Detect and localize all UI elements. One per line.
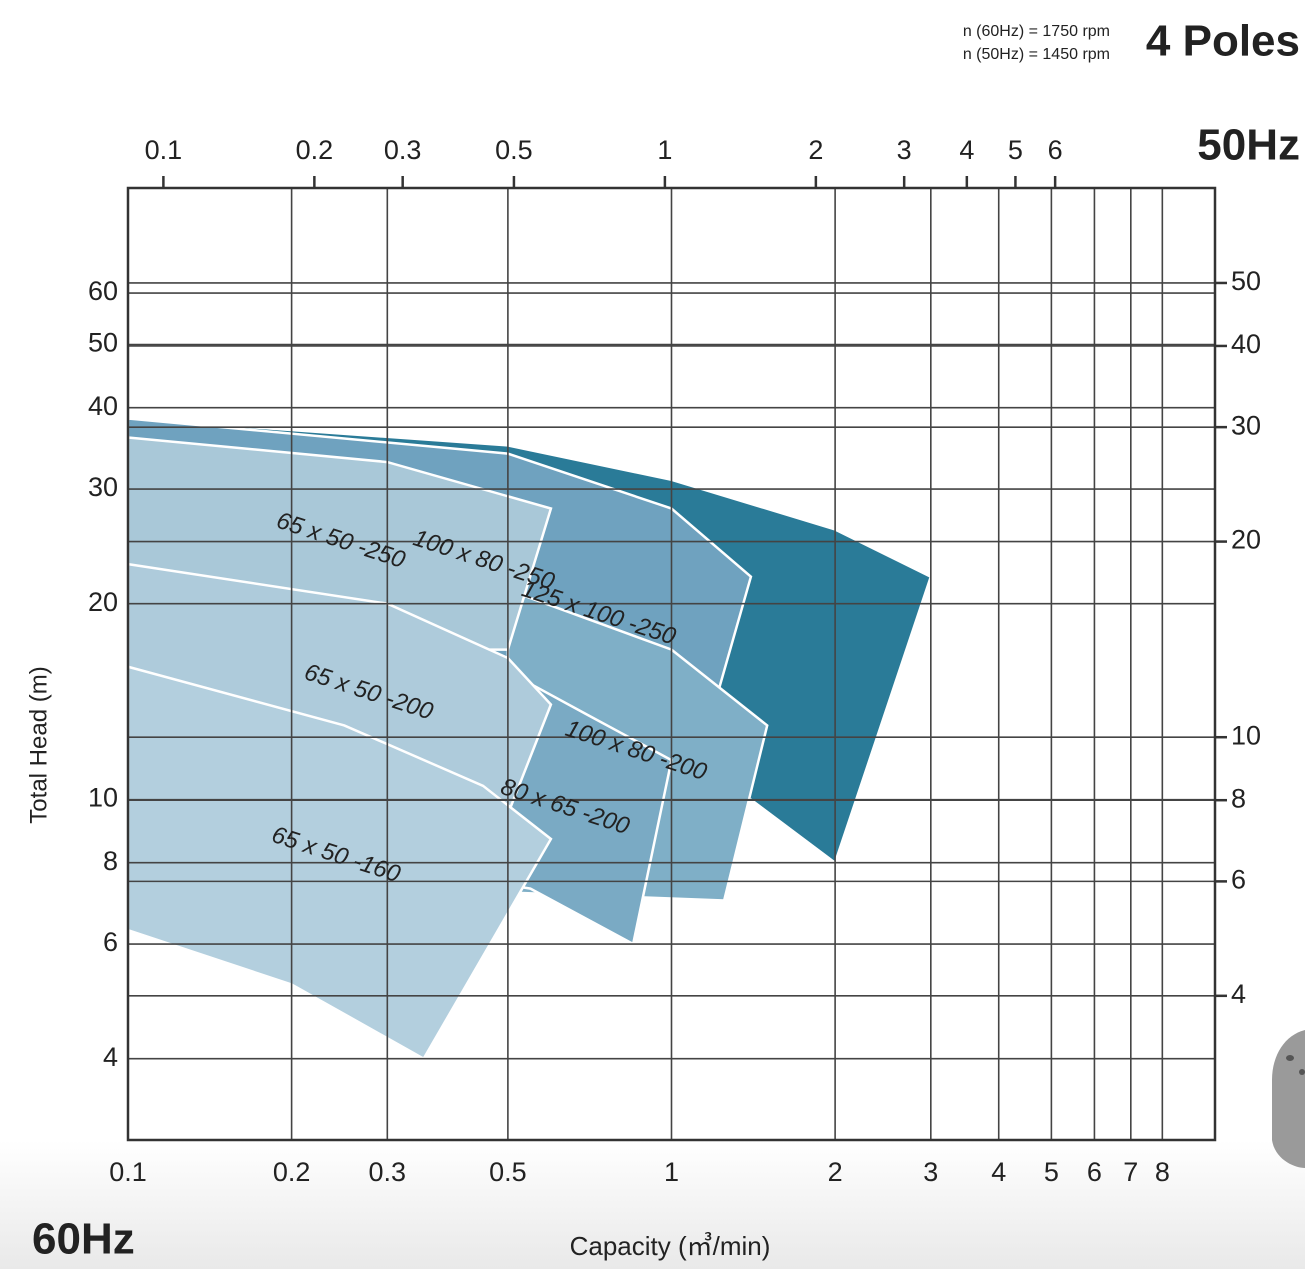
x2-tick-label: 0.1 [145, 135, 183, 165]
x2-tick-label: 5 [1008, 135, 1023, 165]
x-tick-label: 5 [1044, 1157, 1059, 1187]
x-tick-label: 1 [664, 1157, 679, 1187]
footer-band [0, 1140, 1305, 1269]
y-tick-label: 40 [88, 391, 118, 421]
x-tick-label: 4 [991, 1157, 1006, 1187]
x-tick-label: 7 [1123, 1157, 1138, 1187]
regions [126, 417, 933, 1061]
y2-tick-label: 8 [1231, 783, 1246, 813]
y2-tick-label: 20 [1231, 525, 1261, 555]
y-tick-label: 4 [103, 1042, 118, 1072]
x2-tick-label: 3 [897, 135, 912, 165]
y2-tick-label: 6 [1231, 865, 1246, 895]
x2-title: 50Hz [1197, 121, 1300, 170]
y2-tick-label: 30 [1231, 410, 1261, 440]
x-tick-label: 0.3 [369, 1157, 407, 1187]
pump-image [1272, 1030, 1305, 1168]
y2-tick-label: 10 [1231, 720, 1261, 750]
y2-tick-label: 4 [1231, 979, 1246, 1009]
y2-tick-label: 50 [1231, 266, 1261, 296]
x-tick-label: 3 [923, 1157, 938, 1187]
y-tick-label: 60 [88, 276, 118, 306]
y-tick-label: 50 [88, 328, 118, 358]
x-tick-label: 0.1 [109, 1157, 147, 1187]
y-axis-label: Total Head (m) [25, 666, 52, 823]
rpm-60: n (60Hz) = 1750 rpm [963, 23, 1110, 40]
plot-frame [126, 186, 1217, 1142]
x-tick-label: 0.5 [489, 1157, 527, 1187]
x2-tick-label: 0.3 [384, 135, 422, 165]
y-tick-label: 8 [103, 846, 118, 876]
x2-tick-label: 2 [808, 135, 823, 165]
x-tick-label: 2 [828, 1157, 843, 1187]
x-axis-label: Capacity (㎥/min) [570, 1231, 771, 1261]
x2-tick-label: 0.5 [495, 135, 533, 165]
grid [127, 188, 1215, 1140]
x-tick-label: 0.2 [273, 1157, 311, 1187]
x2-tick-label: 1 [657, 135, 672, 165]
x-tick-label: 8 [1155, 1157, 1170, 1187]
x2-tick-label: 6 [1048, 135, 1063, 165]
y-tick-label: 30 [88, 472, 118, 502]
x2-tick-label: 0.2 [296, 135, 334, 165]
x-tick-label: 6 [1087, 1157, 1102, 1187]
x2-tick-label: 4 [959, 135, 974, 165]
y-tick-label: 20 [88, 587, 118, 617]
rpm-50: n (50Hz) = 1450 rpm [963, 46, 1110, 63]
y-tick-label: 10 [88, 783, 118, 813]
x-title: 60Hz [32, 1215, 135, 1264]
chart-title: 4 Poles [1146, 17, 1300, 66]
y2-tick-label: 40 [1231, 329, 1261, 359]
y-tick-label: 6 [103, 927, 118, 957]
